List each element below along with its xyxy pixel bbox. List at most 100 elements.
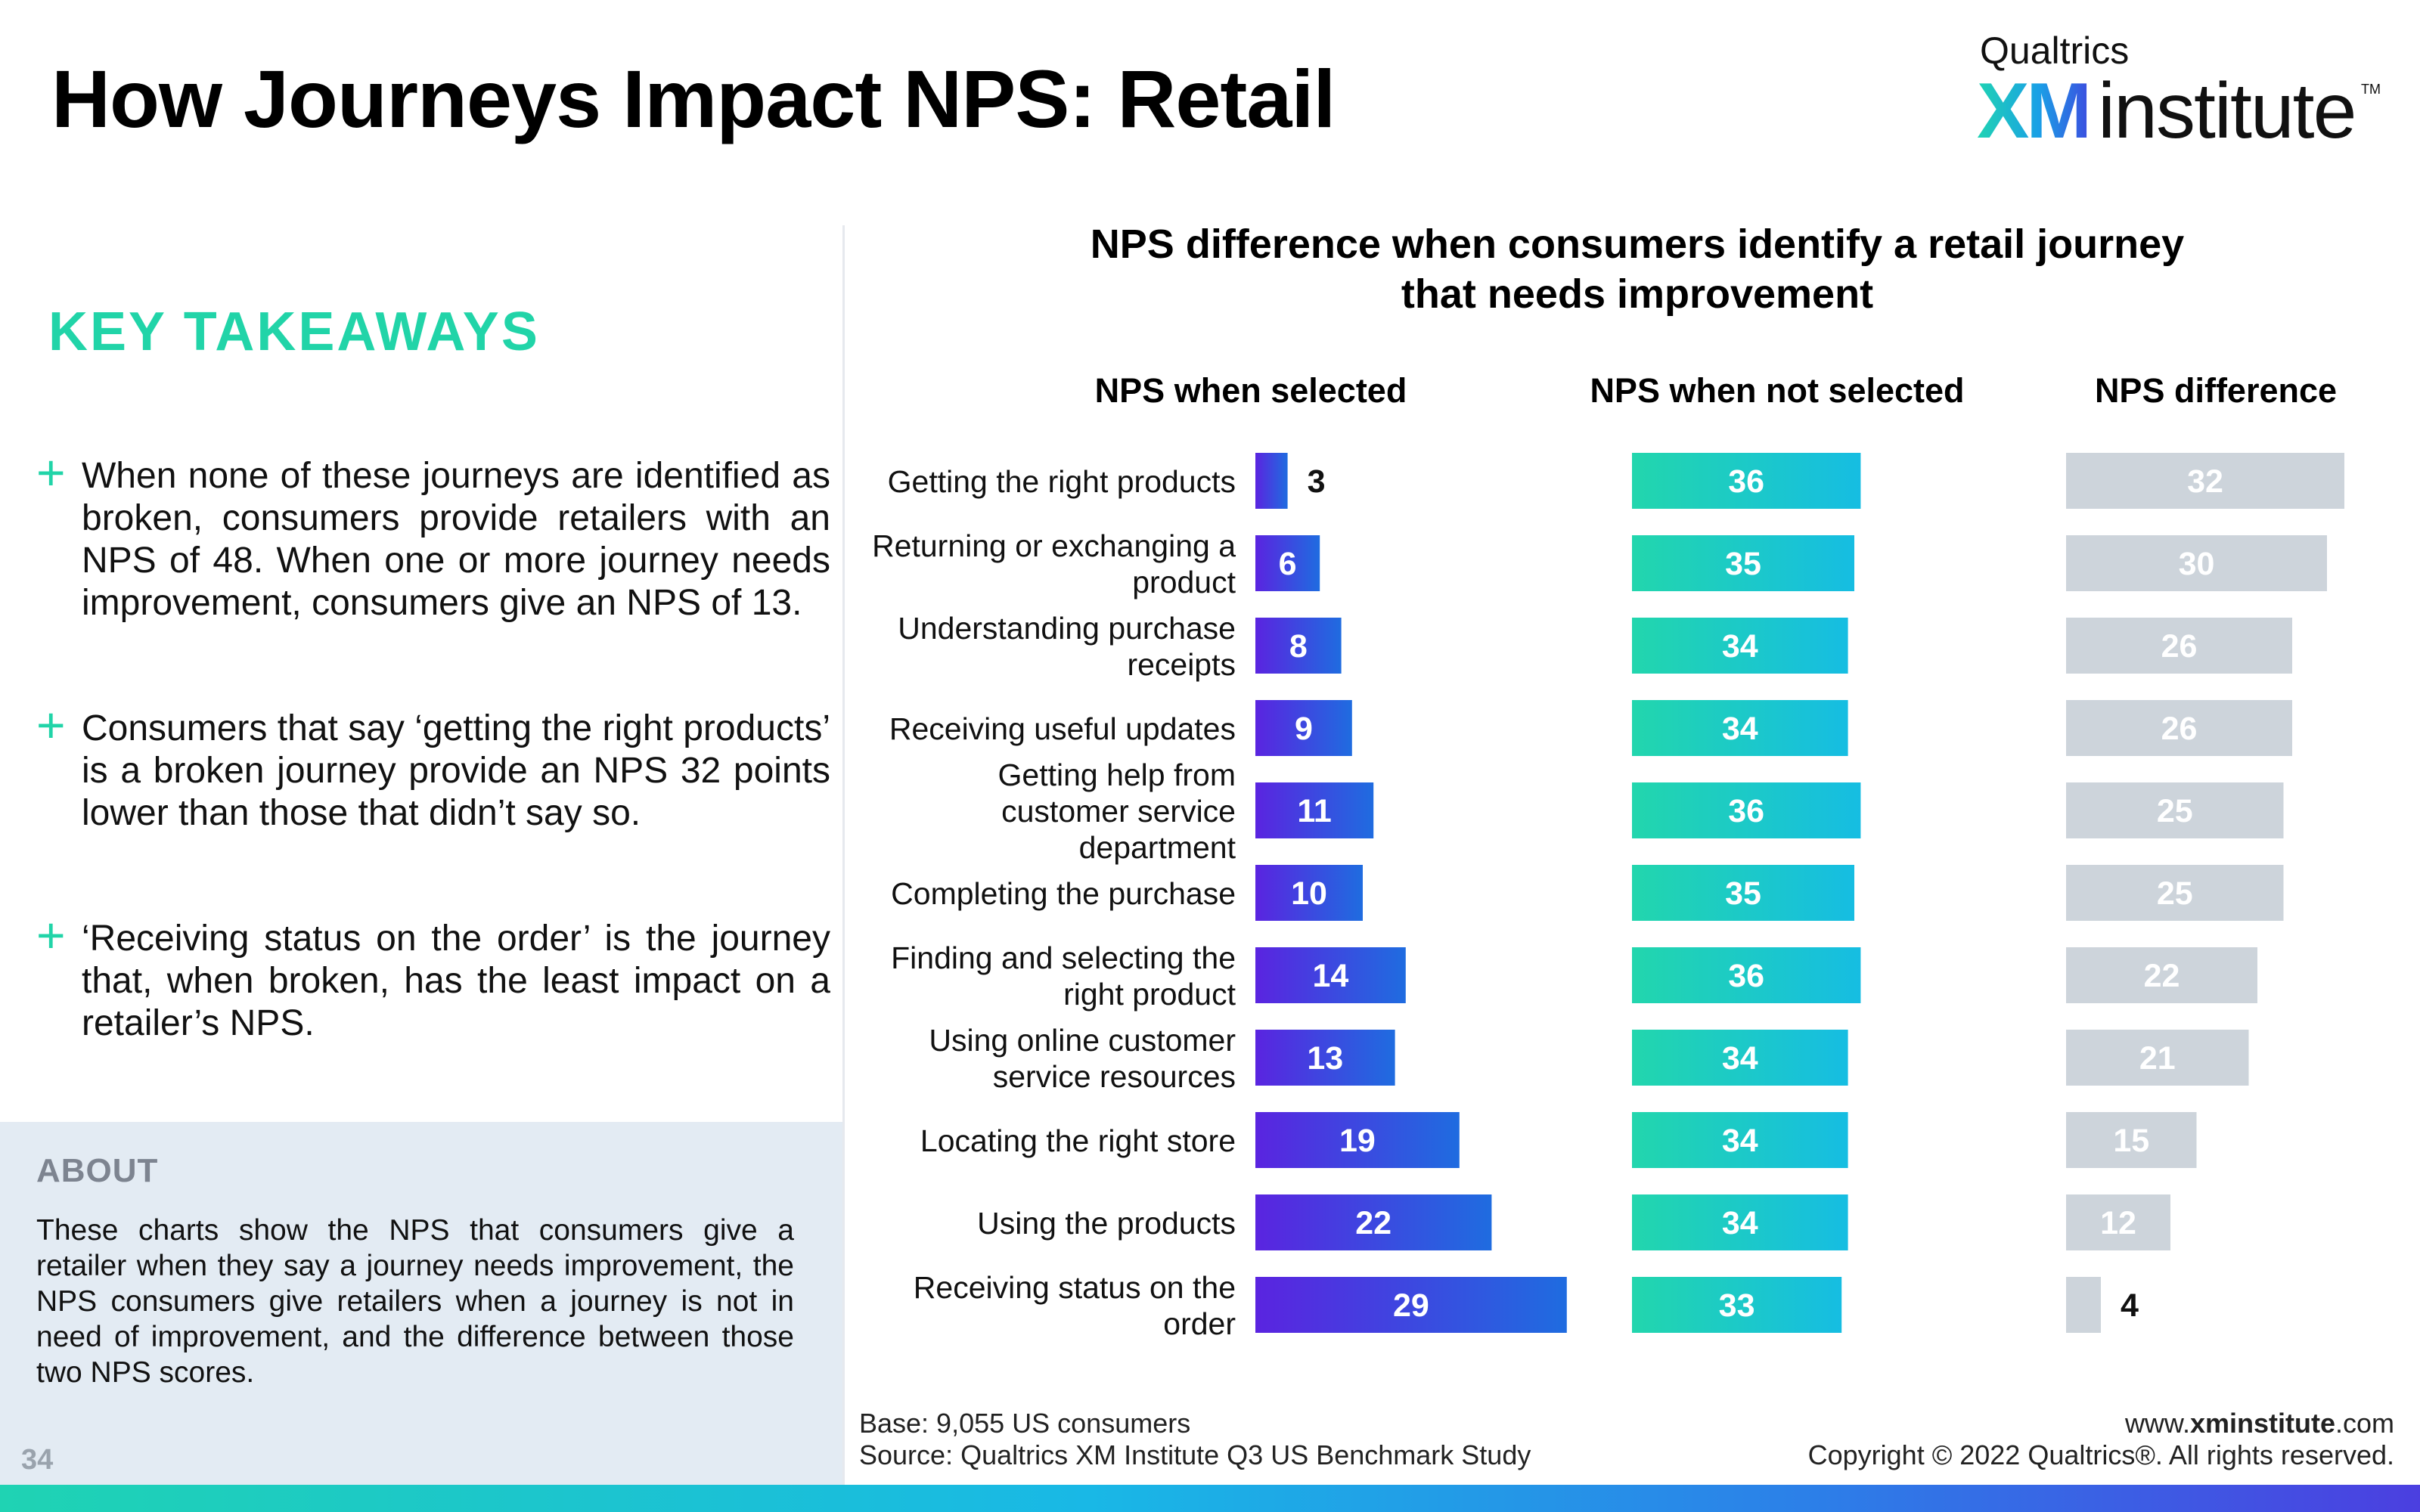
selected-value-label: 29 xyxy=(1393,1287,1429,1324)
selected-bar xyxy=(1255,1194,1492,1250)
base-note: Base: 9,055 US consumers xyxy=(859,1408,1191,1439)
difference-bar xyxy=(2066,618,2292,674)
not-selected-value-label: 33 xyxy=(1719,1287,1755,1324)
selected-bar xyxy=(1255,947,1406,1003)
plus-icon: + xyxy=(36,445,66,500)
not-selected-value-label: 35 xyxy=(1725,875,1761,912)
bottom-gradient-strip xyxy=(0,1485,2420,1512)
difference-value-label: 4 xyxy=(2121,1287,2139,1324)
category-label: Using the products xyxy=(977,1206,1236,1241)
not-selected-bar xyxy=(1632,535,1854,591)
selected-bar xyxy=(1255,618,1342,674)
plus-icon: + xyxy=(36,697,66,753)
about-text: These charts show the NPS that consumers… xyxy=(36,1214,794,1389)
difference-bar xyxy=(2066,535,2327,591)
difference-value-label: 25 xyxy=(2157,793,2193,829)
category-label: Getting help from customer service departm… xyxy=(998,758,1236,865)
logo-trademark: TM xyxy=(2361,82,2381,97)
not-selected-value-label: 36 xyxy=(1728,463,1764,500)
about-panel xyxy=(0,1122,842,1485)
not-selected-bar xyxy=(1632,453,1861,509)
not-selected-value-label: 34 xyxy=(1722,1123,1758,1159)
selected-bar xyxy=(1255,535,1320,591)
selected-value-label: 9 xyxy=(1295,711,1313,747)
selected-value-label: 19 xyxy=(1339,1123,1376,1159)
difference-bar xyxy=(2066,947,2257,1003)
difference-value-label: 21 xyxy=(2139,1040,2176,1077)
category-label: Returning or exchanging a product xyxy=(872,528,1236,600)
difference-bar xyxy=(2066,1030,2249,1086)
difference-bar xyxy=(2066,865,2284,921)
selected-value-label: 6 xyxy=(1279,546,1297,582)
selected-value-label: 13 xyxy=(1307,1040,1343,1077)
not-selected-bar xyxy=(1632,1030,1848,1086)
not-selected-value-label: 34 xyxy=(1722,1040,1758,1077)
difference-bar xyxy=(2066,782,2284,838)
difference-bar xyxy=(2066,700,2292,756)
logo-institute-text: institute xyxy=(2098,67,2356,155)
not-selected-bar xyxy=(1632,618,1848,674)
about-heading: ABOUT xyxy=(36,1152,159,1189)
selected-value-label: 22 xyxy=(1355,1205,1392,1241)
difference-bar xyxy=(2066,1112,2197,1168)
selected-value-label: 3 xyxy=(1308,463,1326,500)
not-selected-value-label: 36 xyxy=(1728,793,1764,829)
slide-title: How Journeys Impact NPS: Retail xyxy=(51,53,1336,144)
takeaway-text: When none of these journeys are identifi… xyxy=(82,456,830,623)
series-header-not-selected: NPS when not selected xyxy=(1590,371,1964,410)
selected-value-label: 8 xyxy=(1289,628,1308,665)
category-label: Receiving useful updates xyxy=(889,711,1236,746)
difference-value-label: 26 xyxy=(2161,628,2198,665)
category-label: Understanding purchase receipts xyxy=(898,611,1236,682)
column-divider xyxy=(842,225,845,1488)
website-suffix: .com xyxy=(2335,1408,2394,1439)
selected-value-label: 11 xyxy=(1297,793,1331,829)
not-selected-bar xyxy=(1632,1277,1842,1333)
difference-value-label: 30 xyxy=(2179,546,2215,582)
source-note: Source: Qualtrics XM Institute Q3 US Ben… xyxy=(859,1439,1531,1470)
website-prefix: www. xyxy=(2124,1408,2190,1439)
selected-bar xyxy=(1255,782,1374,838)
not-selected-value-label: 35 xyxy=(1725,546,1761,582)
difference-value-label: 12 xyxy=(2100,1205,2136,1241)
category-label: Completing the purchase xyxy=(891,876,1236,911)
difference-bar xyxy=(2066,453,2344,509)
category-label: Locating the right store xyxy=(920,1123,1236,1158)
not-selected-bar xyxy=(1632,865,1854,921)
difference-value-label: 15 xyxy=(2113,1123,2149,1159)
category-label: Getting the right products xyxy=(888,464,1236,499)
website-domain: xminstitute xyxy=(2189,1408,2335,1439)
selected-value-label: 10 xyxy=(1291,875,1327,912)
logo-xm-text: XM xyxy=(1977,67,2092,155)
difference-bar xyxy=(2066,1194,2170,1250)
not-selected-bar xyxy=(1632,1112,1848,1168)
difference-value-label: 25 xyxy=(2157,875,2193,912)
series-header-difference: NPS difference xyxy=(2095,371,2337,410)
plus-icon: + xyxy=(36,907,66,963)
difference-value-label: 26 xyxy=(2161,711,2198,747)
selected-value-label: 14 xyxy=(1312,958,1348,994)
not-selected-bar xyxy=(1632,782,1861,838)
difference-value-label: 22 xyxy=(2144,958,2180,994)
difference-bar xyxy=(2066,1277,2101,1333)
page-number: 34 xyxy=(21,1444,54,1476)
qualtrics-xm-institute-logo: Qualtrics XM institute TM xyxy=(1977,29,2381,155)
selected-bar xyxy=(1255,1277,1567,1333)
logo-brand-text: Qualtrics xyxy=(1980,29,2130,72)
website-link[interactable]: www.xminstitute.com xyxy=(2125,1408,2394,1439)
category-label: Receiving status on the order xyxy=(914,1270,1236,1341)
not-selected-value-label: 34 xyxy=(1722,628,1758,665)
chart-title-line: NPS difference when consumers identify a… xyxy=(1090,222,2185,267)
selected-bar xyxy=(1255,453,1288,509)
takeaway-text: ‘Receiving status on the order’ is the j… xyxy=(82,919,830,1043)
selected-bar xyxy=(1255,700,1352,756)
category-label: Using online customer service resources xyxy=(929,1023,1236,1094)
takeaway-text: Consumers that say ‘getting the right pr… xyxy=(82,708,830,833)
not-selected-value-label: 34 xyxy=(1722,1205,1758,1241)
not-selected-value-label: 36 xyxy=(1728,958,1764,994)
selected-bar xyxy=(1255,1030,1395,1086)
selected-bar xyxy=(1255,1112,1460,1168)
not-selected-value-label: 34 xyxy=(1722,711,1758,747)
not-selected-bar xyxy=(1632,947,1861,1003)
